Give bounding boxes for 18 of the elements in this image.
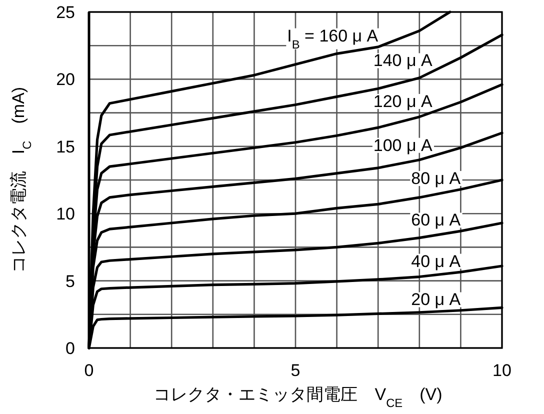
series-label: I$_{B}$ = 160 μ A bbox=[287, 26, 379, 52]
y-tick-label: 5 bbox=[66, 272, 75, 291]
y-tick-label: 10 bbox=[56, 204, 75, 224]
y-tick-label: 15 bbox=[56, 137, 75, 156]
x-tick-label: 0 bbox=[84, 361, 94, 380]
series-label: 60 μ A bbox=[411, 210, 462, 230]
series-label: 120 μ A bbox=[373, 92, 434, 111]
series-label: 100 μ A bbox=[373, 136, 434, 155]
y-tick-label: 0 bbox=[66, 339, 75, 358]
x-tick-label: 10 bbox=[492, 361, 512, 380]
series-label: 40 μ A bbox=[411, 252, 462, 271]
series-label: 80 μ A bbox=[411, 168, 462, 188]
y-tick-label: 25 bbox=[56, 3, 75, 22]
y-tick-label: 20 bbox=[56, 70, 75, 90]
text: コレクタ・エミッタ間電圧 V$_{CE}$ (V) bbox=[154, 385, 442, 410]
x-tick-label: 5 bbox=[290, 361, 300, 380]
series-label: 20 μ A bbox=[411, 290, 462, 310]
series-label: 140 μ A bbox=[373, 51, 434, 70]
